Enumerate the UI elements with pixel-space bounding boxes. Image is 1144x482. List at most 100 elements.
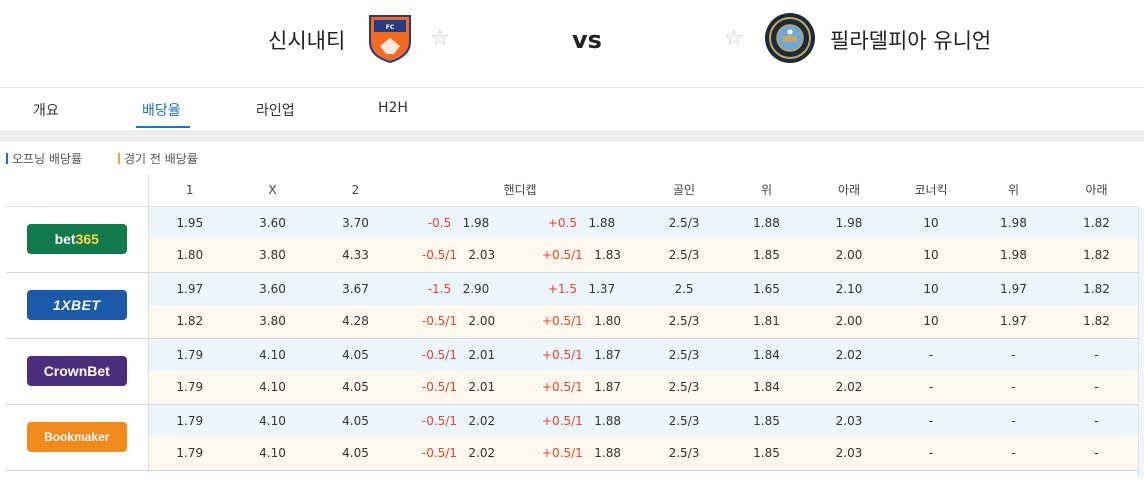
goal-line[interactable]: 2.5/3 bbox=[643, 305, 725, 339]
odds-draw[interactable]: 4.10 bbox=[231, 371, 314, 405]
corner-line[interactable]: 10 bbox=[890, 272, 972, 305]
odds-away[interactable]: 4.05 bbox=[314, 437, 397, 471]
handicap-cell[interactable]: -0.5/1 2.02 +0.5/1 1.88 bbox=[397, 404, 643, 437]
tab-odds[interactable]: 배당율 bbox=[142, 103, 181, 119]
odds-away[interactable]: 4.05 bbox=[314, 338, 397, 371]
corner-under[interactable]: 1.82 bbox=[1055, 206, 1138, 239]
bookmaker-logo[interactable]: CrownBet bbox=[26, 356, 127, 386]
odds-away[interactable]: 4.05 bbox=[314, 371, 397, 405]
corner-under[interactable]: - bbox=[1055, 338, 1138, 371]
pre-match-odds-row[interactable]: 1.80 3.80 4.33 -0.5/1 2.03 +0.5/1 1.83 2… bbox=[6, 239, 1138, 273]
corner-under[interactable]: 1.82 bbox=[1055, 239, 1138, 273]
odds-draw[interactable]: 4.10 bbox=[231, 404, 314, 437]
odds-under[interactable]: 2.02 bbox=[808, 371, 890, 405]
pre-match-odds-row[interactable]: 1.79 4.10 4.05 -0.5/1 2.01 +0.5/1 1.87 2… bbox=[6, 371, 1138, 405]
handicap-cell[interactable]: -0.5/1 2.01 +0.5/1 1.87 bbox=[397, 371, 643, 405]
odds-home[interactable]: 1.97 bbox=[148, 272, 231, 305]
odds-home[interactable]: 1.79 bbox=[148, 437, 231, 471]
opening-odds-row[interactable]: 1XBET 1.97 3.60 3.67 -1.5 2.90 +1.5 1.37… bbox=[6, 272, 1138, 339]
odds-over[interactable]: 1.84 bbox=[725, 338, 808, 371]
tab-overview[interactable]: 개요 bbox=[33, 103, 59, 119]
goal-line[interactable]: 2.5/3 bbox=[643, 371, 725, 405]
goal-line[interactable]: 2.5/3 bbox=[643, 239, 725, 273]
odds-over[interactable]: 1.85 bbox=[725, 437, 808, 471]
bookmaker-cell[interactable]: CrownBet bbox=[6, 338, 149, 405]
goal-line[interactable]: 2.5/3 bbox=[643, 437, 725, 471]
opening-odds-row[interactable]: Bookmaker 1.79 4.10 4.05 -0.5/1 2.02 +0.… bbox=[6, 404, 1138, 471]
odds-home[interactable]: 1.79 bbox=[148, 404, 231, 437]
away-team-logo[interactable] bbox=[764, 12, 816, 64]
goal-line[interactable]: 2.5/3 bbox=[643, 404, 725, 437]
corner-under[interactable]: - bbox=[1055, 437, 1138, 471]
odds-under[interactable]: 1.98 bbox=[808, 206, 890, 239]
pre-match-odds-row[interactable]: 1.79 4.10 4.05 -0.5/1 2.02 +0.5/1 1.88 2… bbox=[6, 437, 1138, 471]
home-favorite-star-icon[interactable]: ☆ bbox=[430, 26, 450, 51]
corner-under[interactable]: 1.82 bbox=[1055, 305, 1138, 339]
bookmaker-logo[interactable]: bet365 bbox=[26, 224, 127, 254]
odds-draw[interactable]: 4.10 bbox=[231, 437, 314, 471]
odds-draw[interactable]: 4.10 bbox=[231, 338, 314, 371]
corner-line[interactable]: 10 bbox=[890, 239, 972, 273]
corner-over[interactable]: - bbox=[972, 338, 1055, 371]
away-favorite-star-icon[interactable]: ☆ bbox=[724, 26, 744, 51]
odds-under[interactable]: 2.03 bbox=[808, 404, 890, 437]
odds-home[interactable]: 1.80 bbox=[148, 239, 231, 273]
corner-under[interactable]: 1.82 bbox=[1055, 272, 1138, 305]
odds-under[interactable]: 2.00 bbox=[808, 305, 890, 339]
corner-over[interactable]: - bbox=[972, 437, 1055, 471]
home-team-name[interactable]: 신시내티 bbox=[268, 29, 346, 53]
corner-over[interactable]: 1.98 bbox=[972, 206, 1055, 239]
odds-under[interactable]: 2.03 bbox=[808, 437, 890, 471]
bookmaker-cell[interactable]: bet365 bbox=[6, 206, 149, 273]
odds-away[interactable]: 4.05 bbox=[314, 404, 397, 437]
bookmaker-logo[interactable]: 1XBET bbox=[26, 290, 127, 320]
odds-home[interactable]: 1.82 bbox=[148, 305, 231, 339]
tab-h2h[interactable]: H2H bbox=[378, 100, 408, 116]
odds-over[interactable]: 1.65 bbox=[725, 272, 808, 305]
corner-over[interactable]: 1.98 bbox=[972, 239, 1055, 273]
corner-line[interactable]: 10 bbox=[890, 206, 972, 239]
odds-over[interactable]: 1.85 bbox=[725, 404, 808, 437]
tab-lineup[interactable]: 라인업 bbox=[256, 103, 295, 119]
home-team-logo[interactable]: FC bbox=[364, 12, 416, 64]
odds-draw[interactable]: 3.80 bbox=[231, 239, 314, 273]
odds-draw[interactable]: 3.80 bbox=[231, 305, 314, 339]
odds-home[interactable]: 1.79 bbox=[148, 338, 231, 371]
corner-under[interactable]: - bbox=[1055, 404, 1138, 437]
handicap-cell[interactable]: -0.5/1 2.01 +0.5/1 1.87 bbox=[397, 338, 643, 371]
handicap-cell[interactable]: -0.5/1 2.02 +0.5/1 1.88 bbox=[397, 437, 643, 471]
corner-over[interactable]: 1.97 bbox=[972, 305, 1055, 339]
odds-home[interactable]: 1.95 bbox=[148, 206, 231, 239]
odds-draw[interactable]: 3.60 bbox=[231, 206, 314, 239]
opening-odds-row[interactable]: bet365 1.95 3.60 3.70 -0.5 1.98 +0.5 1.8… bbox=[6, 206, 1138, 273]
odds-under[interactable]: 2.00 bbox=[808, 239, 890, 273]
goal-line[interactable]: 2.5/3 bbox=[643, 338, 725, 371]
corner-line[interactable]: - bbox=[890, 404, 972, 437]
odds-away[interactable]: 3.70 bbox=[314, 206, 397, 239]
handicap-cell[interactable]: -0.5/1 2.00 +0.5/1 1.80 bbox=[397, 305, 643, 339]
odds-away[interactable]: 4.28 bbox=[314, 305, 397, 339]
corner-under[interactable]: - bbox=[1055, 371, 1138, 405]
pre-match-odds-row[interactable]: 1.82 3.80 4.28 -0.5/1 2.00 +0.5/1 1.80 2… bbox=[6, 305, 1138, 339]
odds-over[interactable]: 1.88 bbox=[725, 206, 808, 239]
goal-line[interactable]: 2.5/3 bbox=[643, 206, 725, 239]
odds-away[interactable]: 3.67 bbox=[314, 272, 397, 305]
corner-line[interactable]: - bbox=[890, 371, 972, 405]
corner-over[interactable]: 1.97 bbox=[972, 272, 1055, 305]
odds-under[interactable]: 2.10 bbox=[808, 272, 890, 305]
odds-over[interactable]: 1.84 bbox=[725, 371, 808, 405]
away-team-name[interactable]: 필라델피아 유니언 bbox=[830, 29, 992, 53]
corner-line[interactable]: - bbox=[890, 338, 972, 371]
handicap-cell[interactable]: -0.5 1.98 +0.5 1.88 bbox=[397, 206, 643, 239]
odds-draw[interactable]: 3.60 bbox=[231, 272, 314, 305]
corner-line[interactable]: - bbox=[890, 437, 972, 471]
handicap-cell[interactable]: -1.5 2.90 +1.5 1.37 bbox=[397, 272, 643, 305]
handicap-cell[interactable]: -0.5/1 2.03 +0.5/1 1.83 bbox=[397, 239, 643, 273]
corner-over[interactable]: - bbox=[972, 404, 1055, 437]
odds-away[interactable]: 4.33 bbox=[314, 239, 397, 273]
corner-over[interactable]: - bbox=[972, 371, 1055, 405]
odds-under[interactable]: 2.02 bbox=[808, 338, 890, 371]
goal-line[interactable]: 2.5 bbox=[643, 272, 725, 305]
corner-line[interactable]: 10 bbox=[890, 305, 972, 339]
odds-over[interactable]: 1.85 bbox=[725, 239, 808, 273]
